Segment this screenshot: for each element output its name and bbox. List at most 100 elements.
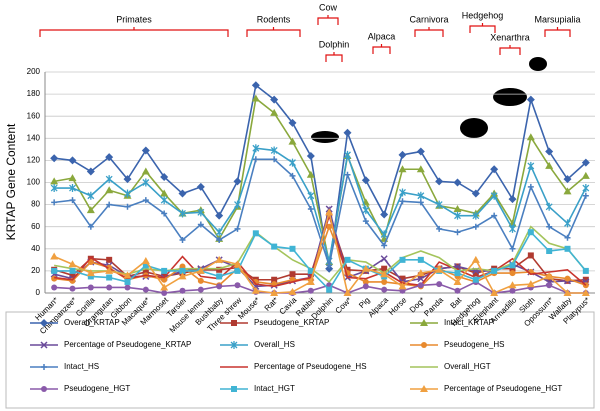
point [270,108,279,116]
point [291,280,294,283]
group-label: Carnivora [409,14,448,24]
point [472,211,480,220]
point [398,165,407,173]
point [423,366,426,369]
point [142,178,150,187]
legend-box [5,311,595,409]
legend-label: Intact_HS [64,362,99,371]
point [564,245,571,252]
point [546,248,553,255]
point [215,228,223,237]
point [307,191,315,200]
point [344,256,351,263]
point [53,276,56,279]
y-tick-label: 40 [31,244,40,253]
point [196,182,205,191]
point [199,275,202,278]
point [361,176,370,185]
series-line [54,281,586,294]
point [509,270,516,277]
y-tick-label: 60 [31,222,40,231]
point [344,171,351,178]
y-tick-label: 140 [27,133,41,142]
point [230,341,238,349]
point [141,146,150,155]
point [254,283,257,286]
point [233,260,242,268]
point [234,267,241,274]
point [270,289,279,296]
y-tick-label: 200 [27,67,41,76]
point [142,197,149,204]
point [471,189,480,198]
point [454,287,461,294]
point [251,81,260,90]
point [508,195,517,204]
point [527,183,534,190]
point [381,265,388,272]
point [142,262,149,269]
point [364,261,367,264]
point [326,223,333,230]
point [288,287,297,295]
series-line [54,158,587,269]
silhouettes [311,57,547,143]
point [251,94,260,102]
point [490,191,498,200]
point [87,284,94,291]
point [218,267,221,270]
point [509,265,516,272]
point [197,208,205,217]
point [71,278,74,281]
point [526,133,535,141]
point [144,274,147,277]
point [454,229,461,236]
point [563,175,572,184]
legend-label: Percentage of Pseudogene_HS [254,362,367,371]
point [471,255,480,263]
series [50,208,590,296]
point [251,286,260,294]
point [289,271,296,278]
legend-label: Overall_HS [254,340,295,349]
point [234,282,241,289]
legend-label: Pseudogene_HGT [64,384,130,393]
series-line [54,147,587,262]
point [307,267,314,274]
point [87,273,94,280]
point [105,153,114,162]
point [106,256,113,263]
point [546,223,553,230]
point [399,188,406,197]
point [416,165,425,173]
point [233,366,236,369]
point [273,285,276,288]
point [123,271,132,279]
point [306,151,315,160]
point [233,177,242,186]
point [106,201,113,208]
point [161,267,168,274]
y-tick-label: 80 [31,200,40,209]
point [436,281,443,288]
point [419,250,422,253]
point [362,206,370,215]
point [435,200,443,209]
point [68,174,77,182]
y-tick-label: 160 [27,111,41,120]
point [289,245,296,252]
group-label: Primates [116,14,152,24]
point [584,284,587,287]
group-bracket [325,52,343,62]
point [362,283,369,290]
point [160,172,169,181]
point [546,282,553,289]
point [252,156,259,163]
point [288,118,297,127]
point [160,196,168,205]
point [86,269,95,277]
point [270,146,278,155]
point [271,243,278,250]
point [582,192,589,199]
point [380,270,389,278]
